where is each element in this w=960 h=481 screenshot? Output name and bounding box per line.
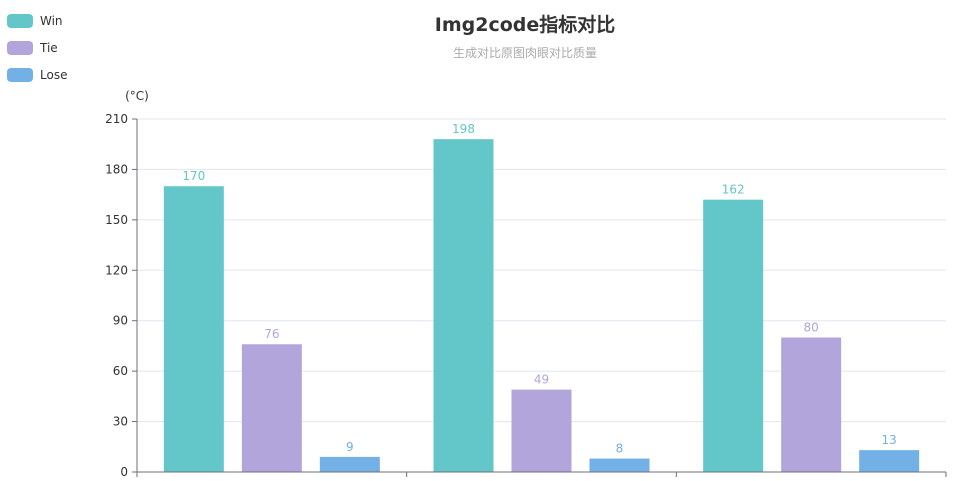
data-label-tie-1: 76	[264, 327, 279, 341]
data-label-lose-1: 9	[346, 440, 354, 454]
bar-win-3[interactable]	[703, 199, 764, 472]
legend-swatch-win	[7, 14, 33, 28]
y-tick-label-60: 60	[113, 364, 128, 378]
legend-swatch-lose	[7, 68, 33, 82]
bar-lose-2[interactable]	[589, 458, 650, 472]
bar-tie-3[interactable]	[781, 337, 842, 472]
legend-item-tie[interactable]: Tie	[7, 41, 58, 55]
y-tick-label-0: 0	[120, 465, 128, 479]
data-label-win-2: 198	[452, 122, 475, 136]
chart-legend[interactable]: Win Tie Lose	[7, 14, 67, 82]
chart-title: Img2code指标对比	[435, 13, 616, 36]
legend-label-tie: Tie	[39, 41, 58, 55]
data-label-win-1: 170	[182, 169, 205, 183]
y-tick-label-210: 210	[105, 112, 128, 126]
data-label-tie-3: 80	[804, 321, 819, 335]
legend-label-win: Win	[40, 14, 63, 28]
legend-item-lose[interactable]: Lose	[7, 68, 67, 82]
legend-label-lose: Lose	[40, 68, 67, 82]
bar-tie-1[interactable]	[241, 344, 302, 472]
chart-subtitle: 生成对比原图肉眼对比质量	[453, 46, 597, 60]
data-label-lose-2: 8	[616, 442, 624, 456]
y-tick-label-90: 90	[113, 314, 128, 328]
data-label-lose-3: 13	[882, 433, 897, 447]
bar-value-labels: 170 76 9 198 49 8 162 80 13	[182, 122, 896, 455]
bar-series	[163, 139, 920, 472]
bar-lose-1[interactable]	[319, 456, 380, 472]
y-tick-label-120: 120	[105, 263, 128, 277]
bar-tie-2[interactable]	[511, 389, 572, 472]
data-label-win-3: 162	[722, 183, 745, 197]
bar-win-2[interactable]	[433, 139, 494, 472]
y-tick-label-180: 180	[105, 162, 128, 176]
data-label-tie-2: 49	[534, 373, 549, 387]
legend-item-win[interactable]: Win	[7, 14, 63, 28]
y-tick-label-30: 30	[113, 415, 128, 429]
bar-lose-3[interactable]	[859, 450, 920, 472]
bar-win-1[interactable]	[163, 186, 224, 472]
chart-axes: 0 30 60 90 120 150 180 210	[105, 112, 947, 479]
y-tick-label-150: 150	[105, 213, 128, 227]
legend-swatch-tie	[7, 41, 33, 55]
y-axis-unit-label: (°C)	[125, 89, 149, 103]
